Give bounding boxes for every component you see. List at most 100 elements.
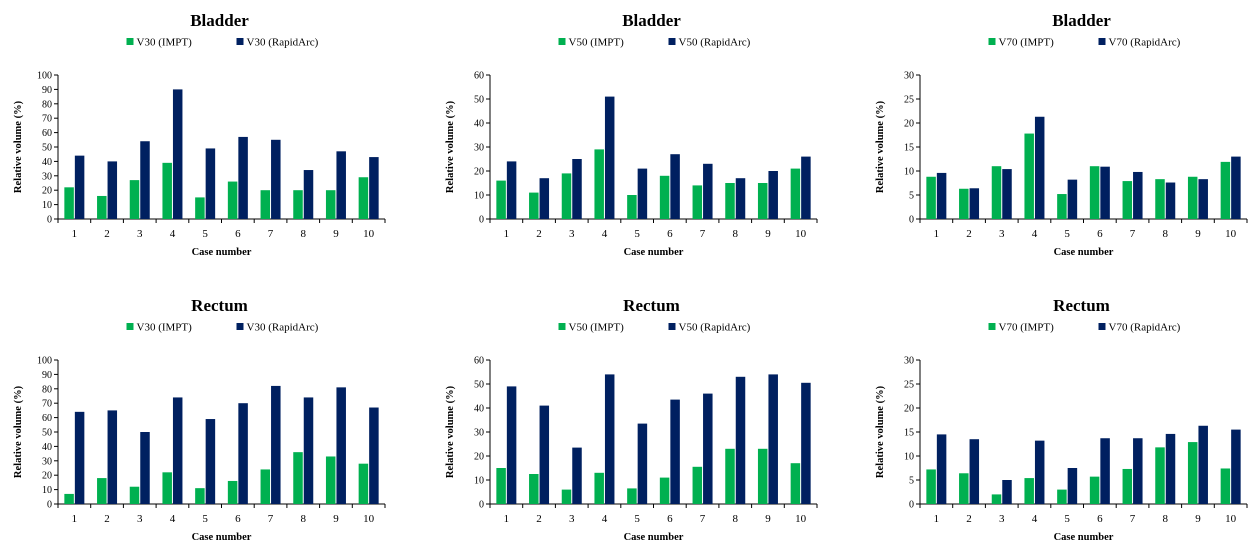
bar-rapidarc-case-7 xyxy=(703,163,713,219)
legend-swatch-impt xyxy=(558,38,566,45)
x-tick-label: 5 xyxy=(202,513,208,525)
bar-impt-case-6 xyxy=(659,175,670,219)
x-tick-label: 1 xyxy=(504,228,510,240)
bar-rapidarc-case-6 xyxy=(670,154,680,219)
bar-impt-case-4 xyxy=(594,149,604,219)
bar-rapidarc-case-8 xyxy=(735,178,746,219)
bar-rapidarc-case-3 xyxy=(572,159,582,219)
y-tick-label: 50 xyxy=(474,380,484,391)
legend-label-impt: V70 (IMPT) xyxy=(999,322,1055,334)
bar-impt-case-8 xyxy=(293,452,303,504)
y-tick-label: 50 xyxy=(42,428,52,439)
x-tick-label: 5 xyxy=(634,513,640,525)
x-axis-label: Case number xyxy=(192,532,252,543)
y-axis-label: Relative volume (%) xyxy=(875,100,886,193)
bar-rapidarc-case-8 xyxy=(735,376,746,504)
x-tick-label: 4 xyxy=(1032,513,1038,525)
x-tick-label: 2 xyxy=(966,513,972,525)
bar-impt-case-8 xyxy=(725,448,735,504)
bar-rapidarc-case-4 xyxy=(604,96,615,219)
y-tick-label: 50 xyxy=(474,95,484,106)
legend-swatch-rapidarc xyxy=(1098,38,1106,45)
x-tick-label: 3 xyxy=(569,228,575,240)
bar-impt-case-9 xyxy=(757,183,768,219)
legend-swatch-impt xyxy=(988,38,996,45)
bar-impt-case-8 xyxy=(1155,447,1165,504)
x-tick-label: 8 xyxy=(1163,513,1169,525)
x-tick-label: 4 xyxy=(170,228,176,240)
chart-title: Bladder xyxy=(1052,11,1111,30)
x-tick-label: 10 xyxy=(1225,513,1237,525)
x-tick-label: 6 xyxy=(235,513,241,525)
x-tick-label: 8 xyxy=(1163,228,1169,240)
bar-rapidarc-case-7 xyxy=(271,385,281,504)
legend-label-rapidarc: V50 (RapidArc) xyxy=(679,322,751,334)
x-tick-label: 9 xyxy=(765,513,771,525)
y-tick-label: 25 xyxy=(904,95,914,106)
y-tick-label: 5 xyxy=(909,476,914,487)
legend-label-impt: V50 (IMPT) xyxy=(569,37,625,49)
legend-swatch-impt xyxy=(988,323,996,330)
bar-rapidarc-case-2 xyxy=(969,188,980,219)
y-tick-label: 60 xyxy=(42,128,52,139)
chart-title: Bladder xyxy=(622,11,681,30)
chart-panel-4: Rectum V30 (IMPT) V30 (RapidArc) 0 10 20 30 40 5… xyxy=(13,296,386,543)
x-axis-label: Case number xyxy=(1054,247,1114,258)
x-tick-label: 3 xyxy=(569,513,575,525)
bar-rapidarc-case-5 xyxy=(1067,468,1078,504)
bar-impt-case-5 xyxy=(627,488,637,504)
y-tick-label: 20 xyxy=(904,119,914,130)
y-tick-label: 30 xyxy=(42,456,52,467)
bar-rapidarc-case-3 xyxy=(1002,169,1012,219)
y-tick-label: 15 xyxy=(904,428,914,439)
bar-impt-case-2 xyxy=(529,192,539,219)
bar-impt-case-6 xyxy=(1089,476,1100,504)
x-tick-label: 8 xyxy=(733,228,739,240)
bar-rapidarc-case-5 xyxy=(205,419,216,504)
y-tick-label: 15 xyxy=(904,143,914,154)
x-tick-label: 1 xyxy=(504,513,510,525)
x-tick-label: 6 xyxy=(667,228,673,240)
y-axis-label: Relative volume (%) xyxy=(875,385,886,478)
bar-impt-case-10 xyxy=(790,168,801,219)
bar-impt-case-3 xyxy=(991,166,1002,219)
y-tick-label: 40 xyxy=(42,442,52,453)
y-axis-label: Relative volume (%) xyxy=(445,100,456,193)
legend-swatch-rapidarc xyxy=(668,38,676,45)
bar-impt-case-2 xyxy=(97,195,107,219)
x-axis-label: Case number xyxy=(624,247,684,258)
legend-label-impt: V70 (IMPT) xyxy=(999,37,1055,49)
legend-swatch-rapidarc xyxy=(668,323,676,330)
chart-panel-2: Bladder V50 (IMPT) V50 (RapidArc) 0 10 20 30 40… xyxy=(445,11,818,258)
x-tick-label: 1 xyxy=(934,228,940,240)
y-axis-label: Relative volume (%) xyxy=(13,385,24,478)
bar-rapidarc-case-7 xyxy=(1133,171,1143,219)
x-tick-label: 2 xyxy=(104,513,110,525)
bar-impt-case-10 xyxy=(358,463,369,504)
x-tick-label: 6 xyxy=(1097,228,1103,240)
y-tick-label: 20 xyxy=(42,471,52,482)
x-tick-label: 7 xyxy=(1130,228,1136,240)
y-tick-label: 0 xyxy=(909,500,914,511)
x-axis-label: Case number xyxy=(1054,532,1114,543)
bar-rapidarc-case-1 xyxy=(74,411,85,504)
x-tick-label: 9 xyxy=(333,513,339,525)
x-tick-label: 3 xyxy=(137,513,143,525)
y-tick-label: 70 xyxy=(42,399,52,410)
x-tick-label: 4 xyxy=(1032,228,1038,240)
x-tick-label: 3 xyxy=(999,513,1005,525)
bar-rapidarc-case-7 xyxy=(703,393,713,504)
bar-rapidarc-case-9 xyxy=(336,387,346,504)
bar-rapidarc-case-2 xyxy=(107,410,118,504)
y-tick-label: 100 xyxy=(37,356,52,367)
x-axis-label: Case number xyxy=(192,247,252,258)
bar-impt-case-1 xyxy=(496,468,506,504)
bar-impt-case-3 xyxy=(129,180,140,219)
y-axis-label: Relative volume (%) xyxy=(13,100,24,193)
bar-rapidarc-case-4 xyxy=(172,397,183,504)
legend-label-impt: V30 (IMPT) xyxy=(137,322,193,334)
bar-impt-case-8 xyxy=(725,183,735,219)
x-tick-label: 2 xyxy=(966,228,972,240)
y-tick-label: 5 xyxy=(909,191,914,202)
y-tick-label: 20 xyxy=(474,167,484,178)
